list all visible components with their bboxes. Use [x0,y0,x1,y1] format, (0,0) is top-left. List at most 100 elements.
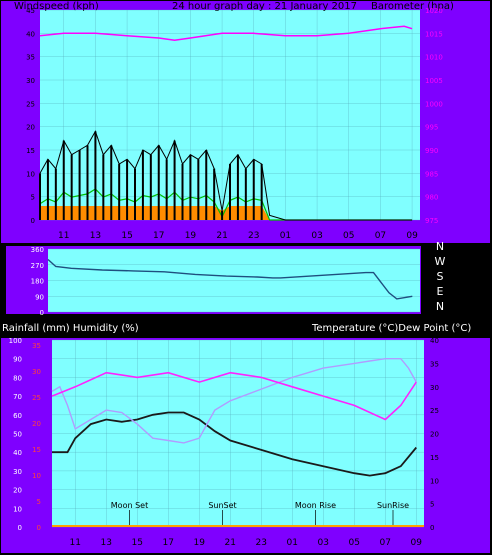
event-label: Moon Rise [295,501,336,510]
temperature-tick-label: 40 [430,337,439,345]
time-tick-label: 07 [380,538,391,548]
bottom-time-axis-labels: 11 13 15 17 19 21 23 01 03 05 07 09 [70,538,423,548]
dew-point-line [51,358,417,444]
rain-tick-label: 25 [32,394,41,402]
temperature-tick-label: 15 [430,454,439,462]
direction-series [47,258,413,300]
time-tick-label: 03 [318,538,329,548]
windspeed-tick-label: 30 [26,77,35,85]
compass-label: S [437,270,444,283]
compass-label: E [437,285,444,298]
barometer-tick-label: 1015 [425,30,443,38]
temperature-tick-label: 5 [430,501,434,509]
time-tick-label: 17 [163,538,174,548]
barometer-tick-label: 990 [425,147,438,155]
gust-area [40,206,413,220]
time-tick-label: 19 [194,538,206,548]
direction-tick-label: 0 [40,309,44,317]
rain-tick-label: 5 [37,498,41,506]
windspeed-tick-label: 25 [26,100,35,108]
humidity-tick-label: 0 [18,524,22,532]
time-tick-label: 19 [185,231,197,241]
compass-label: W [435,255,446,268]
barometer-axis-labels: 975 980 985 990 995 1000 1005 1010 1015 1020 [425,7,443,225]
barometer-tick-label: 1020 [425,7,443,15]
temperature-tick-label: 35 [430,360,439,368]
rain-tick-label: 0 [37,524,41,532]
compass-label: N [436,300,444,313]
direction-tick-label: 180 [31,278,44,286]
temperature-axis-labels: 0 5 10 15 20 25 30 35 40 [430,337,439,532]
barometer-tick-label: 1005 [425,77,443,85]
humidity-tick-label: 60 [13,412,22,420]
windspeed-tick-label: 45 [26,7,35,15]
humidity-tick-label: 10 [13,505,22,513]
direction-axis-labels: 360 270 180 90 0 [31,246,44,317]
windspeed-title: Windspeed (kph) [14,1,99,12]
time-tick-label: 07 [375,231,386,241]
wind-direction-line [47,258,413,300]
time-tick-label: 15 [121,231,132,241]
temp-dew-title: Temperature (°C)Dew Point (°C) [311,323,471,334]
time-tick-label: 09 [411,538,423,548]
time-tick-label: 01 [280,231,291,241]
direction-grid [48,248,420,313]
event-markers: Moon Set SunSet Moon Rise SunRise [111,501,409,527]
barometer-tick-label: 1010 [425,54,443,62]
direction-tick-label: 270 [31,262,44,270]
time-tick-label: 13 [101,538,112,548]
humidity-line [51,371,417,421]
humidity-tick-label: 20 [13,487,22,495]
rain-humidity-title: Rainfall (mm) Humidity (%) [2,323,139,334]
humidity-tick-label: 100 [9,337,22,345]
time-tick-label: 23 [256,538,267,548]
humidity-tick-label: 40 [13,449,22,457]
temperature-line [52,411,417,477]
barometer-tick-label: 980 [425,194,438,202]
humidity-axis-labels: 0 10 20 30 40 50 60 70 80 90 100 [9,337,22,532]
barometer-tick-label: 985 [425,170,438,178]
humidity-tick-label: 80 [13,374,22,382]
time-tick-label: 05 [349,538,360,548]
time-tick-label: 03 [311,231,322,241]
event-label: SunRise [377,501,409,510]
bottom-series [51,358,424,527]
time-tick-label: 09 [406,231,418,241]
direction-tick-label: 360 [31,246,44,254]
barometer-tick-label: 1000 [425,100,443,108]
windspeed-tick-label: 10 [26,170,35,178]
event-label: Moon Set [111,501,148,510]
windspeed-tick-label: 5 [31,194,35,202]
temperature-tick-label: 10 [430,477,439,485]
top-time-axis-labels: 11 13 15 17 19 21 23 01 03 05 07 09 [58,231,418,241]
time-tick-label: 05 [343,231,354,241]
rain-tick-label: 35 [32,342,41,350]
rain-tick-label: 20 [32,420,41,428]
direction-tick-label: 90 [35,293,44,301]
barometer-tick-label: 995 [425,124,438,132]
windspeed-tick-label: 0 [31,217,35,225]
time-tick-label: 21 [216,231,227,241]
rain-tick-label: 10 [32,472,41,480]
time-tick-label: 21 [225,538,236,548]
barometer-tick-label: 975 [425,217,438,225]
windspeed-tick-label: 20 [26,124,35,132]
time-tick-label: 15 [132,538,143,548]
time-tick-label: 13 [90,231,101,241]
windspeed-tick-label: 35 [26,54,35,62]
temperature-tick-label: 30 [430,384,439,392]
rain-tick-label: 15 [32,446,41,454]
time-tick-label: 17 [153,231,164,241]
rain-axis-labels: 0 5 10 15 20 25 30 35 [32,342,41,532]
rain-tick-label: 30 [32,368,41,376]
barometer-title: Barometer (hpa) [371,1,454,12]
top-series [39,25,413,221]
barometer-line [39,25,413,42]
time-tick-label: 11 [58,231,69,241]
windspeed-tick-label: 40 [26,30,35,38]
temperature-tick-label: 20 [430,431,439,439]
temperature-tick-label: 25 [430,407,439,415]
windspeed-tick-label: 15 [26,147,35,155]
